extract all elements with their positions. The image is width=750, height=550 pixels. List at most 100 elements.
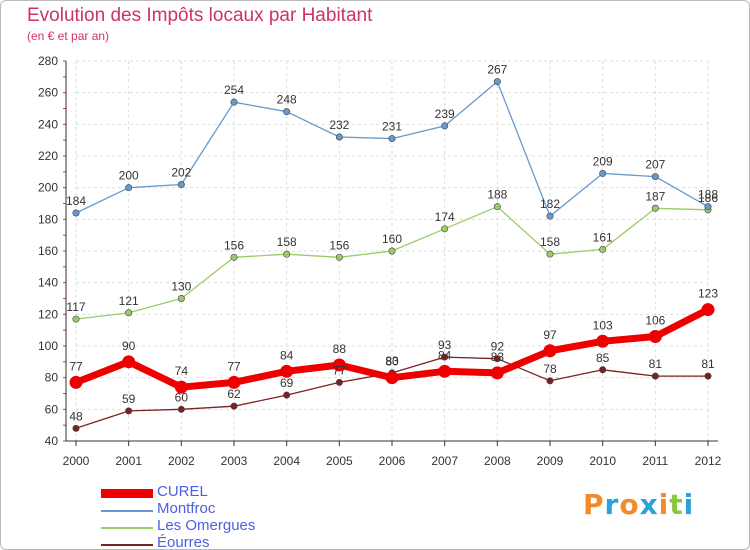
data-label-3: 85 bbox=[596, 351, 610, 365]
data-label-0: 97 bbox=[543, 328, 557, 342]
data-label-1: 182 bbox=[540, 197, 560, 211]
data-label-0: 74 bbox=[175, 364, 189, 378]
data-label-3: 62 bbox=[227, 387, 241, 401]
y-tick-label: 180 bbox=[38, 212, 58, 226]
series-point-3 bbox=[72, 424, 80, 432]
series-point-3 bbox=[599, 366, 607, 374]
chart-subtitle: (en € et par an) bbox=[27, 29, 110, 43]
x-tick-label: 2001 bbox=[115, 454, 142, 468]
legend-label: Éourres bbox=[157, 534, 210, 550]
data-label-0: 106 bbox=[645, 314, 665, 328]
series-point-2 bbox=[283, 250, 291, 258]
logo-letter: t bbox=[669, 488, 684, 521]
series-point-1 bbox=[546, 212, 554, 220]
data-label-0: 83 bbox=[491, 350, 505, 364]
chart-title: Evolution des Impôts locaux par Habitant bbox=[27, 5, 373, 26]
series-point-2 bbox=[651, 204, 659, 212]
data-label-3: 83 bbox=[385, 354, 399, 368]
data-label-1: 184 bbox=[66, 194, 86, 208]
series-point-3 bbox=[230, 402, 238, 410]
x-tick-label: 2008 bbox=[484, 454, 511, 468]
data-label-2: 156 bbox=[224, 238, 244, 252]
data-label-3: 78 bbox=[543, 362, 557, 376]
data-label-2: 186 bbox=[698, 191, 718, 205]
series-point-2 bbox=[177, 294, 185, 302]
x-tick-label: 2009 bbox=[537, 454, 564, 468]
series-point-0 bbox=[701, 303, 715, 317]
series-point-1 bbox=[125, 184, 133, 192]
y-tick-label: 100 bbox=[38, 339, 58, 353]
data-label-1: 207 bbox=[645, 158, 665, 172]
data-label-1: 232 bbox=[329, 118, 349, 132]
series-point-3 bbox=[177, 405, 185, 413]
data-label-1: 231 bbox=[382, 120, 402, 134]
data-label-0: 90 bbox=[122, 339, 136, 353]
data-label-1: 239 bbox=[435, 107, 455, 121]
series-layer bbox=[69, 78, 715, 432]
legend-label: Montfroc bbox=[157, 500, 216, 517]
legend-swatch bbox=[101, 510, 153, 512]
series-point-1 bbox=[599, 169, 607, 177]
series-point-2 bbox=[230, 253, 238, 261]
series-point-3 bbox=[283, 391, 291, 399]
data-label-2: 160 bbox=[382, 232, 402, 246]
series-point-0 bbox=[69, 375, 83, 389]
data-label-0: 77 bbox=[227, 359, 241, 373]
series-point-2 bbox=[599, 245, 607, 253]
series-point-0 bbox=[280, 364, 294, 378]
y-tick-label: 280 bbox=[38, 54, 58, 68]
series-point-2 bbox=[125, 309, 133, 317]
series-point-1 bbox=[177, 181, 185, 189]
y-tick-label: 240 bbox=[38, 117, 58, 131]
y-tick-label: 80 bbox=[45, 371, 59, 385]
data-label-2: 187 bbox=[645, 189, 665, 203]
legend-label: Les Omergues bbox=[157, 517, 256, 534]
x-tick-label: 2003 bbox=[221, 454, 248, 468]
data-label-3: 81 bbox=[701, 357, 715, 371]
legend-swatch bbox=[101, 489, 153, 498]
series-point-1 bbox=[283, 108, 291, 116]
logo-letter: i bbox=[658, 488, 670, 521]
series-point-2 bbox=[335, 253, 343, 261]
series-point-0 bbox=[438, 364, 452, 378]
logo-letter: x bbox=[639, 488, 659, 521]
series-point-1 bbox=[651, 173, 659, 181]
series-point-1 bbox=[335, 133, 343, 141]
data-label-1: 248 bbox=[277, 93, 297, 107]
series-point-3 bbox=[493, 355, 501, 363]
data-label-3: 59 bbox=[122, 392, 136, 406]
data-label-2: 188 bbox=[487, 188, 507, 202]
series-point-1 bbox=[704, 203, 712, 211]
legend-label: CUREL bbox=[157, 483, 208, 500]
series-point-3 bbox=[704, 372, 712, 380]
data-label-3: 60 bbox=[175, 390, 189, 404]
series-point-0 bbox=[648, 330, 662, 343]
y-tick-label: 200 bbox=[38, 181, 58, 195]
logo-letter: P bbox=[583, 488, 605, 521]
logo-letter: r bbox=[604, 488, 620, 521]
data-label-3: 93 bbox=[438, 338, 452, 352]
y-tick-label: 220 bbox=[38, 149, 58, 163]
data-label-0: 84 bbox=[280, 348, 294, 362]
data-label-3: 69 bbox=[280, 376, 294, 390]
x-tick-label: 2002 bbox=[168, 454, 195, 468]
data-label-1: 188 bbox=[698, 188, 718, 202]
x-tick-label: 2010 bbox=[589, 454, 616, 468]
data-label-2: 158 bbox=[540, 235, 560, 249]
data-label-2: 174 bbox=[435, 210, 455, 224]
data-label-1: 209 bbox=[593, 154, 613, 168]
x-tick-label: 2005 bbox=[326, 454, 353, 468]
data-label-0: 88 bbox=[333, 342, 347, 356]
legend-swatch bbox=[101, 527, 153, 529]
data-label-0: 84 bbox=[438, 348, 452, 362]
x-tick-label: 2011 bbox=[642, 454, 668, 468]
series-point-2 bbox=[72, 315, 80, 323]
series-point-0 bbox=[385, 371, 399, 385]
series-point-1 bbox=[72, 209, 80, 217]
line-chart: 40 60 80 100 120 140 160 180 200 220 240 260 280 2000… bbox=[38, 54, 722, 468]
axis-layer: 40 60 80 100 120 140 160 180 200 220 240 260 280 2000… bbox=[38, 54, 722, 468]
series-point-0 bbox=[122, 355, 136, 369]
data-label-1: 267 bbox=[487, 63, 507, 77]
data-label-0: 80 bbox=[385, 355, 399, 369]
